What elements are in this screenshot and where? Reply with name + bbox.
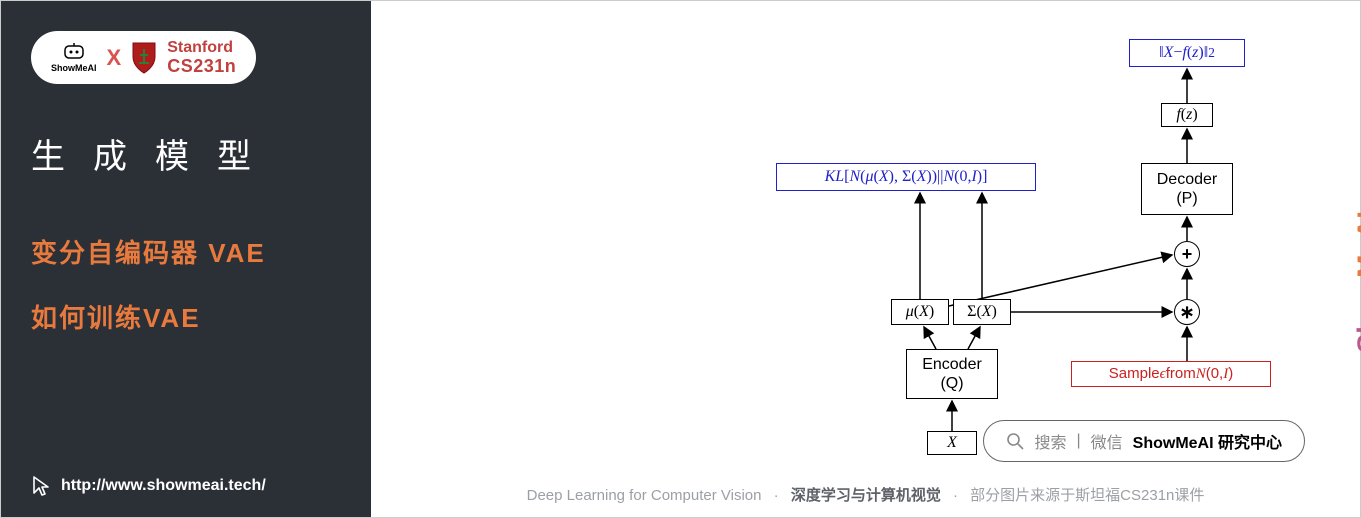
node-star: ∗: [1174, 299, 1200, 325]
footer-mid: 深度学习与计算机视觉: [791, 487, 941, 504]
robot-icon: [62, 43, 86, 61]
slide-container: ShowMeAI X Stanford CS231n 生成模型 变分自编码器 V…: [0, 0, 1361, 518]
node-decoder: Decoder (P): [1141, 163, 1233, 215]
vae-diagram: ‖X − f(z)‖2 f(z) Decoder (P) KL[N(μ(X), …: [631, 31, 1231, 461]
brand-vertical: ShowMeAI: [1352, 211, 1361, 353]
node-X: X: [927, 431, 977, 455]
stanford-shield-icon: [131, 41, 157, 75]
sidebar-subtitle-1: 变分自编码器 VAE: [31, 233, 341, 270]
node-sigma: Σ(X): [953, 299, 1011, 325]
sidebar-title: 生成模型: [31, 129, 341, 178]
stanford-label: Stanford: [167, 39, 236, 57]
brand-badge: ShowMeAI X Stanford CS231n: [31, 31, 256, 84]
node-fz: f(z): [1161, 103, 1213, 127]
node-kl: KL[N(μ(X), Σ(X))||N(0, I)]: [776, 163, 1036, 191]
footer-right: 部分图片来源于斯坦福CS231n课件: [970, 487, 1204, 504]
search-label-2: 微信: [1091, 429, 1123, 453]
decoder-label: Decoder: [1157, 170, 1217, 189]
search-label-3: ShowMeAI 研究中心: [1133, 429, 1282, 453]
node-loss-recon: ‖X − f(z)‖2: [1129, 39, 1245, 67]
sidebar: ShowMeAI X Stanford CS231n 生成模型 变分自编码器 V…: [1, 1, 371, 517]
url-text: http://www.showmeai.tech/: [61, 477, 266, 495]
badge-x: X: [107, 45, 122, 71]
sidebar-url[interactable]: http://www.showmeai.tech/: [31, 475, 341, 497]
node-plus: +: [1174, 241, 1200, 267]
encoder-sub: (Q): [940, 374, 963, 393]
footer-left: Deep Learning for Computer Vision: [527, 487, 762, 504]
sidebar-subtitle-2: 如何训练VAE: [31, 298, 341, 335]
footer: Deep Learning for Computer Vision · 深度学习…: [371, 484, 1360, 505]
showmeai-logo-text: ShowMeAI: [51, 63, 97, 73]
course-label: CS231n: [167, 57, 236, 77]
showmeai-logo: ShowMeAI: [51, 43, 97, 73]
cursor-icon: [31, 475, 51, 497]
node-sample: Sample ϵ from N(0, I): [1071, 361, 1271, 387]
node-encoder: Encoder (Q): [906, 349, 998, 399]
main-panel: ShowMeAI: [371, 1, 1360, 517]
search-pill[interactable]: 搜索 | 微信 ShowMeAI 研究中心: [983, 420, 1305, 462]
search-sep: |: [1076, 432, 1080, 450]
decoder-sub: (P): [1176, 189, 1197, 208]
search-label-1: 搜索: [1034, 429, 1066, 453]
stanford-text: Stanford CS231n: [167, 39, 236, 76]
search-icon: [1006, 432, 1024, 450]
node-mu: μ(X): [891, 299, 949, 325]
encoder-label: Encoder: [922, 355, 982, 374]
